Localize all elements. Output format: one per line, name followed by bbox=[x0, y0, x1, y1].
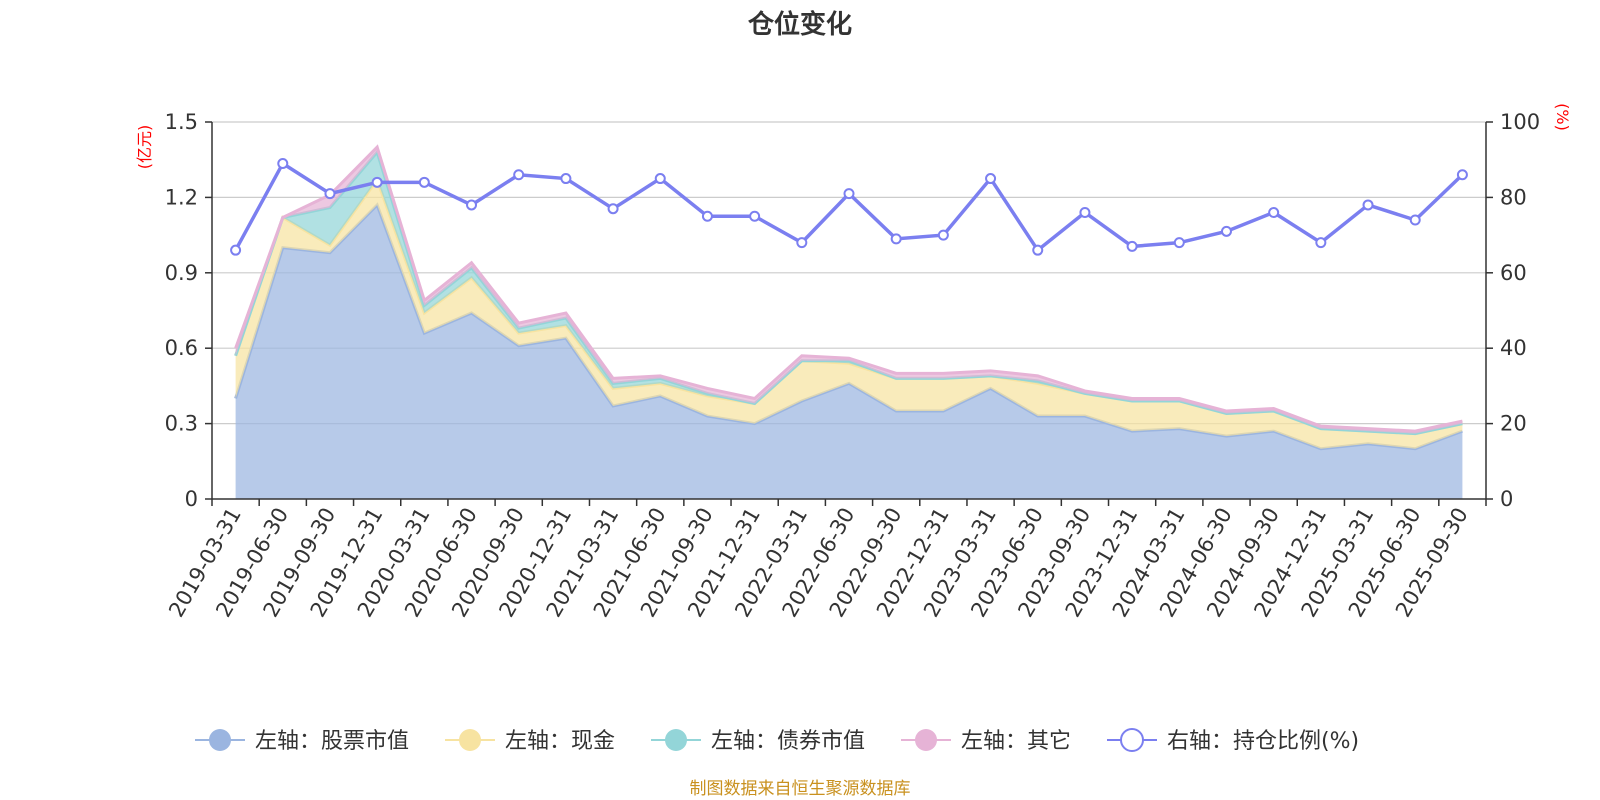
ratio-point[interactable] bbox=[1268, 206, 1280, 218]
legend-label: 左轴：股票市值 bbox=[255, 729, 409, 754]
legend-label: 右轴：持仓比例(%) bbox=[1167, 729, 1359, 754]
ratio-point[interactable] bbox=[937, 229, 949, 241]
left-tick-label: 1.2 bbox=[165, 185, 198, 209]
ratio-point[interactable] bbox=[324, 188, 336, 200]
legend-swatch-marker bbox=[665, 729, 687, 751]
legend-item-1[interactable]: 左轴：股票市值 bbox=[195, 729, 409, 754]
chart-title: 仓位变化 bbox=[747, 9, 852, 40]
right-tick-label: 80 bbox=[1500, 185, 1527, 209]
left-tick-label: 0.9 bbox=[165, 261, 198, 285]
ratio-point[interactable] bbox=[654, 173, 666, 185]
legend-item-5[interactable]: 右轴：持仓比例(%) bbox=[1107, 728, 1359, 754]
ratio-point[interactable] bbox=[1032, 244, 1044, 256]
legend-item-4[interactable]: 左轴：其它 bbox=[901, 729, 1071, 754]
legend: 左轴：股票市值 左轴：现金 左轴：债券市值 左轴：其它 右轴：持仓比例(%) bbox=[195, 728, 1359, 754]
ratio-point[interactable] bbox=[1409, 214, 1421, 226]
right-tick-label: 60 bbox=[1500, 261, 1527, 285]
legend-item-2[interactable]: 左轴：现金 bbox=[445, 729, 615, 754]
legend-item-3[interactable]: 左轴：债券市值 bbox=[651, 729, 865, 754]
left-axis-unit: (亿元) bbox=[135, 125, 154, 170]
left-tick-label: 0 bbox=[185, 487, 198, 511]
ratio-point[interactable] bbox=[1315, 237, 1327, 249]
ratio-point[interactable] bbox=[513, 169, 525, 181]
ratio-point[interactable] bbox=[371, 176, 383, 188]
ratio-point[interactable] bbox=[843, 188, 855, 200]
ratio-line-path bbox=[234, 160, 1464, 253]
data-source-note: 制图数据来自恒生聚源数据库 bbox=[690, 779, 911, 799]
ratio-point[interactable] bbox=[985, 173, 997, 185]
legend-swatch-marker bbox=[1120, 728, 1144, 752]
right-tick-label: 40 bbox=[1500, 336, 1527, 360]
ratio-point[interactable] bbox=[1362, 199, 1374, 211]
ratio-point[interactable] bbox=[749, 210, 761, 222]
legend-swatch-marker bbox=[459, 729, 481, 751]
ratio-point[interactable] bbox=[1220, 225, 1232, 237]
ratio-point[interactable] bbox=[1079, 206, 1091, 218]
right-tick-label: 100 bbox=[1500, 110, 1540, 134]
right-tick-label: 20 bbox=[1500, 412, 1527, 436]
ratio-point[interactable] bbox=[466, 199, 478, 211]
left-tick-label: 1.5 bbox=[165, 110, 198, 134]
ratio-point[interactable] bbox=[277, 157, 289, 169]
area-edge-series-4 bbox=[234, 144, 1463, 433]
ratio-line bbox=[230, 157, 1468, 256]
area-series-1 bbox=[235, 204, 1463, 499]
ratio-point[interactable] bbox=[890, 233, 902, 245]
stacked-areas bbox=[234, 144, 1463, 499]
right-tick-label: 0 bbox=[1500, 487, 1513, 511]
left-tick-label: 0.6 bbox=[165, 336, 198, 360]
right-axis-unit: (%) bbox=[1553, 103, 1572, 131]
ratio-point[interactable] bbox=[1173, 237, 1185, 249]
legend-label: 左轴：其它 bbox=[961, 729, 1071, 754]
legend-swatch-marker bbox=[915, 729, 937, 751]
legend-label: 左轴：现金 bbox=[505, 729, 615, 754]
ratio-point[interactable] bbox=[701, 210, 713, 222]
legend-label: 左轴：债券市值 bbox=[711, 729, 865, 754]
area-series-3 bbox=[235, 152, 1463, 434]
ratio-point[interactable] bbox=[1456, 169, 1468, 181]
ratio-point[interactable] bbox=[1126, 240, 1138, 252]
ratio-point[interactable] bbox=[607, 203, 619, 215]
left-tick-label: 0.3 bbox=[165, 412, 198, 436]
legend-swatch-marker bbox=[209, 729, 231, 751]
ratio-point[interactable] bbox=[230, 244, 242, 256]
ratio-point[interactable] bbox=[796, 237, 808, 249]
ratio-point[interactable] bbox=[560, 173, 572, 185]
ratio-point[interactable] bbox=[418, 176, 430, 188]
